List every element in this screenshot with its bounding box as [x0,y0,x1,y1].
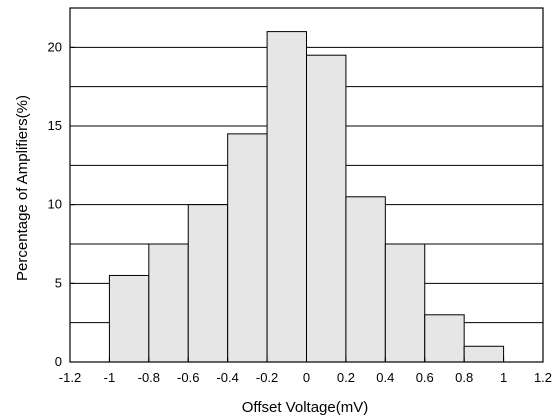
x-tick-label: -1.2 [59,370,81,385]
histogram-bar [306,54,347,363]
x-tick-label: -1 [104,370,116,385]
x-tick-label: -0.8 [138,370,160,385]
y-tick-label: 0 [55,354,62,369]
histogram-bar [227,133,268,363]
histogram-bars [108,31,505,363]
x-tick-label: -0.4 [216,370,238,385]
x-tick-label: -0.2 [256,370,278,385]
x-tick-label: 0.4 [376,370,394,385]
histogram-bar [108,274,150,363]
x-tick-label: 0.6 [416,370,434,385]
x-tick-label: -0.6 [177,370,199,385]
x-axis-title: Offset Voltage(mV) [242,399,368,416]
y-tick-label: 5 [55,275,62,290]
y-tick-label: 15 [48,118,62,133]
histogram-bar [187,204,229,363]
y-tick-label: 20 [48,39,62,54]
histogram-bar [148,243,189,363]
x-tick-label: 0 [303,370,310,385]
x-tick-label: 0.2 [337,370,355,385]
x-tick-label: 1.2 [534,370,552,385]
histogram-bar [463,345,505,363]
x-tick-label: 0.8 [455,370,473,385]
x-axis-ticks: -1.2 -1 -0.8 -0.6 -0.4 -0.2 0 0.2 0.4 0.6 0.8 1 1.2 [59,357,552,385]
y-axis-ticks: 0 5 10 15 20 [48,39,75,369]
histogram-bar [266,31,308,363]
histogram-bar [345,196,386,363]
y-tick-label: 10 [48,197,62,212]
y-axis-title: Percentage of Amplifiers(%) [14,95,31,281]
x-tick-label: 1 [500,370,507,385]
histogram-bar [424,314,465,363]
histogram-bar [384,243,426,363]
